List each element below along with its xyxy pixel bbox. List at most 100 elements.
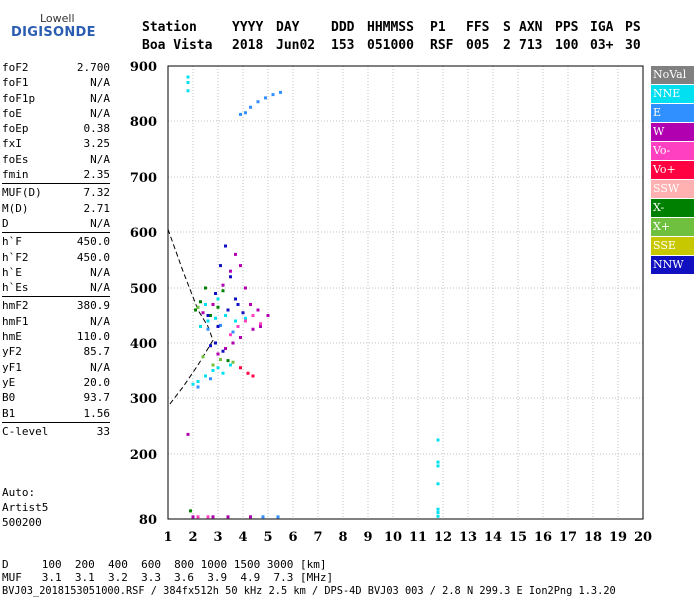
data-point — [436, 482, 440, 486]
param-name: h`E — [2, 265, 22, 279]
hdr2-cell: 100 — [555, 38, 579, 53]
x-tick-label: 8 — [338, 530, 347, 545]
legend: NoVal NNE E W Vo- Vo+ SSW X- X+ SSE NNW — [651, 66, 694, 275]
param-value: 380.9 — [76, 299, 110, 313]
param-value: 2.700 — [76, 61, 110, 74]
param-name: foE — [2, 106, 22, 120]
x-tick-label: 17 — [559, 530, 577, 545]
hdr1-cell: DDD — [331, 20, 355, 35]
hdr2-cell: 051000 — [367, 38, 414, 53]
param-name: foF1p — [2, 91, 36, 105]
data-point — [259, 325, 262, 328]
series-x- — [189, 286, 230, 513]
data-point — [229, 363, 232, 367]
param-name: foF2 — [2, 61, 29, 74]
data-point — [436, 514, 440, 518]
data-point — [234, 252, 237, 256]
data-point — [221, 349, 225, 353]
param-row: yE 20.0 — [2, 375, 110, 390]
x-tick-label: 13 — [459, 530, 477, 545]
data-point — [189, 509, 192, 513]
data-point — [214, 292, 217, 295]
logo-lowell: Lowell — [40, 12, 75, 25]
param-value: 20.0 — [83, 375, 111, 389]
plot-frame — [167, 65, 644, 520]
param-value: 85.7 — [83, 345, 111, 359]
data-point — [206, 319, 210, 323]
x-tick-label: 7 — [313, 530, 322, 545]
data-point — [279, 90, 282, 94]
data-point — [226, 359, 230, 363]
param-value: 450.0 — [76, 250, 110, 264]
param-row: M(D) 2.71 — [2, 201, 110, 216]
data-point — [211, 363, 215, 367]
param-value: 93.7 — [83, 391, 111, 405]
data-point — [236, 303, 240, 306]
legend-item: W — [651, 123, 694, 141]
data-point — [436, 507, 440, 511]
hdr1-cell: YYYY — [232, 20, 264, 35]
data-point — [206, 327, 210, 331]
legend-item: NNE — [651, 85, 694, 103]
legend-item: SSW — [651, 180, 694, 198]
legend-item: NoVal — [651, 66, 694, 84]
x-tick-label: 12 — [434, 530, 452, 545]
hdr2-cell: RSF — [430, 38, 454, 53]
data-point — [214, 341, 217, 345]
param-value: N/A — [90, 91, 110, 105]
param-value: 0.38 — [83, 122, 111, 136]
data-point — [231, 360, 235, 364]
hdr1-cell: FFS — [466, 20, 490, 35]
param-row: foE N/A — [2, 106, 110, 121]
data-point — [239, 112, 242, 116]
data-point — [251, 314, 255, 317]
param-name: B0 — [2, 391, 16, 405]
data-point — [436, 438, 440, 442]
param-name: foEp — [2, 122, 29, 136]
footer-info-line: BVJ03_2018153051000.RSF / 384fx512h 50 k… — [2, 585, 616, 597]
param-row: h`F 450.0 — [2, 234, 110, 249]
data-point — [241, 311, 245, 315]
data-point — [249, 515, 252, 519]
param-value: N/A — [90, 314, 110, 328]
y-tick-label: 500 — [130, 282, 157, 297]
param-name: M(D) — [2, 201, 29, 215]
param-row: foF2 2.700 — [2, 60, 110, 75]
series-nnw — [206, 244, 245, 353]
data-point — [229, 269, 232, 273]
data-point — [186, 75, 190, 79]
x-tick-label: 9 — [363, 530, 372, 545]
data-point — [244, 111, 247, 115]
x-tick-label: 5 — [263, 530, 272, 545]
hdr1-cell: P1 — [430, 20, 446, 35]
data-point — [256, 308, 260, 312]
hdr2-cell: Boa Vista — [142, 38, 213, 53]
hdr2-cell: Jun02 — [276, 38, 316, 53]
x-tick-label: 4 — [238, 530, 247, 545]
hdr2-cell: 153 — [331, 38, 355, 53]
param-row: yF2 85.7 — [2, 344, 110, 359]
data-point — [236, 325, 240, 328]
data-point — [261, 515, 265, 519]
param-row: MUF(D) 7.32 — [2, 185, 110, 200]
param-value: N/A — [90, 265, 110, 279]
data-point — [224, 314, 227, 317]
data-point — [216, 305, 220, 309]
data-point — [264, 96, 267, 100]
x-tick-label: 6 — [288, 530, 297, 545]
data-point — [221, 371, 225, 375]
data-point — [199, 325, 202, 328]
param-value: N/A — [90, 360, 110, 374]
data-point — [211, 303, 215, 306]
data-point — [214, 316, 217, 320]
hdr1-cell: AXN — [519, 20, 543, 35]
hdr1-cell: S — [503, 20, 511, 35]
y-tick-label: 300 — [130, 392, 157, 407]
footer-muf-line: MUF 3.1 3.1 3.2 3.3 3.6 3.9 4.9 7.3 [MHz… — [2, 571, 334, 584]
hdr1-cell: Station — [142, 20, 197, 35]
param-value: N/A — [90, 76, 110, 90]
x-tick-label: 11 — [409, 530, 427, 545]
data-point — [201, 311, 205, 315]
param-name: foEs — [2, 152, 29, 166]
series-w — [186, 252, 270, 519]
